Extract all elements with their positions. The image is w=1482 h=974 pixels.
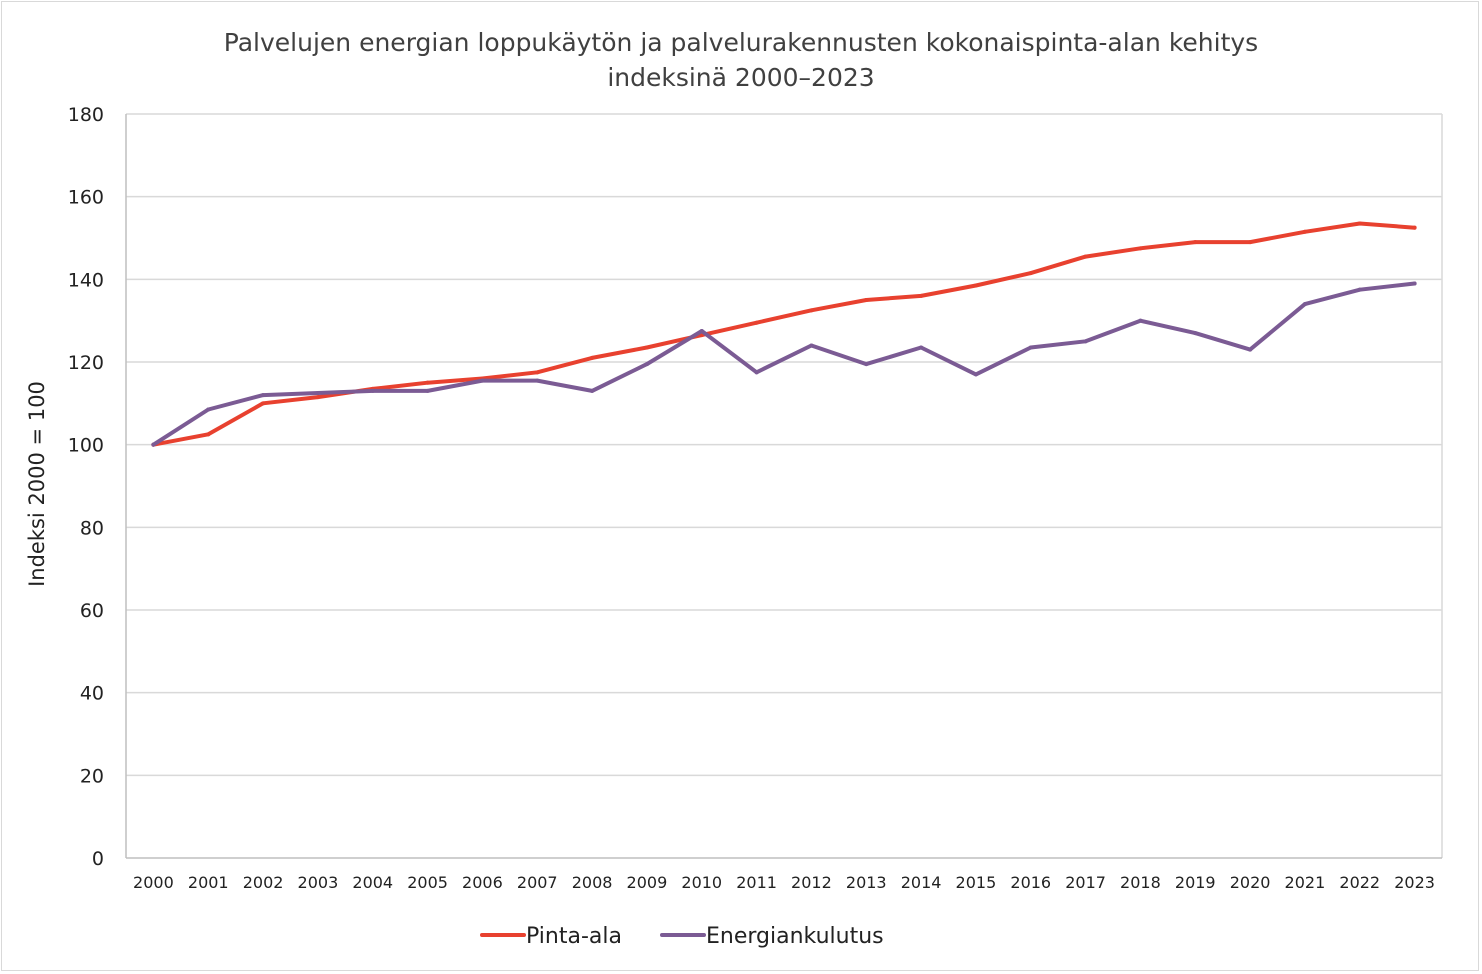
x-tick-label: 2021 [1285,873,1326,892]
data-point [754,370,759,375]
series-line-1 [151,221,1417,447]
x-tick-label: 2009 [627,873,668,892]
data-point [590,388,595,393]
data-point [261,401,266,406]
series-line-2 [151,281,1417,447]
x-tick-label: 2018 [1120,873,1161,892]
x-tick-label: 2012 [791,873,832,892]
x-tick-label: 2019 [1175,873,1216,892]
legend-label-2: Energiankulutus [706,924,884,949]
series-lines [151,221,1417,447]
data-point [809,308,814,313]
data-point [1357,221,1362,226]
x-tick-label: 2020 [1230,873,1271,892]
legend: Pinta-ala Energiankulutus [480,924,884,949]
x-tick-label: 2023 [1394,873,1435,892]
data-point [919,345,924,350]
data-point [315,395,320,400]
x-tick-labels: 2000 2001 2002 2003 2004 2005 2006 2007 2008 2009… [133,873,1435,892]
data-point [1248,347,1253,352]
x-tick-label: 2014 [901,873,942,892]
chart-title-line-2: indeksinä 2000–2023 [607,63,874,92]
data-point [1302,229,1307,234]
data-point [644,345,649,350]
data-point [1302,302,1307,307]
data-point [644,362,649,367]
y-tick-label: 180 [68,104,104,126]
data-point [1193,331,1198,336]
y-tick-label: 20 [80,765,104,787]
data-point [864,362,869,367]
data-point [1083,339,1088,344]
gridlines [126,113,1442,777]
x-tick-label: 2002 [243,873,284,892]
y-axis-label: Indeksi 2000 = 100 [25,381,49,587]
y-tick-label: 80 [80,517,104,539]
y-tick-label: 40 [80,683,104,705]
data-point [1248,240,1253,245]
data-point [206,407,211,412]
x-tick-label: 2005 [407,873,448,892]
data-point [1412,225,1417,230]
y-tick-label: 120 [68,352,104,374]
x-tick-label: 2007 [517,873,558,892]
data-point [754,320,759,325]
y-tick-label: 100 [68,435,104,457]
data-point [1028,345,1033,350]
data-point [809,343,814,348]
x-tick-label: 2013 [846,873,887,892]
y-tick-label: 160 [68,187,104,209]
data-point [535,370,540,375]
x-tick-label: 2015 [956,873,997,892]
x-tick-label: 2011 [736,873,777,892]
x-tick-label: 2006 [462,873,503,892]
legend-label-1: Pinta-ala [526,924,622,949]
data-point [370,388,375,393]
data-point [699,329,704,333]
x-tick-label: 2017 [1065,873,1106,892]
data-point [864,298,869,302]
data-point [919,293,924,298]
y-tick-label: 60 [80,600,104,622]
data-point [1028,271,1033,276]
x-tick-label: 2022 [1339,873,1380,892]
data-point [206,432,211,437]
x-tick-label: 2010 [681,873,722,892]
y-tick-labels: 0 20 40 60 80 100 120 140 160 180 [68,104,104,870]
data-point [1357,287,1362,292]
data-point [1412,281,1417,286]
data-point [261,393,266,398]
data-point [315,391,320,395]
data-point [535,378,540,383]
data-point [425,388,430,393]
data-point [425,380,430,385]
data-point [973,283,978,288]
x-tick-label: 2008 [572,873,613,892]
chart-title-line-1: Palvelujen energian loppukäytön ja palve… [224,28,1258,57]
data-point [1083,254,1088,259]
x-tick-label: 2000 [133,873,174,892]
axes [125,114,1443,859]
x-tick-label: 2003 [298,873,339,892]
x-tick-label: 2001 [188,873,229,892]
x-tick-label: 2004 [352,873,393,892]
data-point [1193,240,1198,245]
y-tick-label: 140 [68,269,104,291]
data-point [151,442,156,447]
data-point [1138,246,1143,251]
data-point [973,372,978,377]
y-tick-label: 0 [92,848,104,870]
data-point [1138,318,1143,323]
x-tick-label: 2016 [1010,873,1051,892]
data-point [590,355,595,360]
data-point [480,378,485,383]
